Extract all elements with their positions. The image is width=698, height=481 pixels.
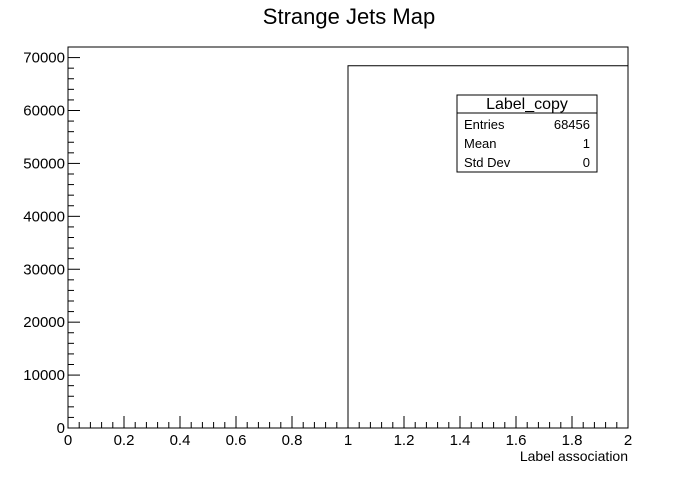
x-tick-label: 1.4 — [450, 432, 471, 449]
stats-stddev-value: 0 — [583, 155, 590, 170]
stats-box-title: Label_copy — [486, 96, 568, 113]
x-tick-label: 0 — [64, 432, 72, 449]
histogram-bars — [68, 65, 629, 429]
stats-mean-label: Mean — [464, 136, 497, 151]
y-tick-label: 20000 — [23, 314, 65, 331]
x-tick-label: 2 — [624, 432, 632, 449]
stats-box: Label_copy Entries 68456 Mean 1 Std Dev … — [456, 94, 598, 173]
x-tick-label: 0.2 — [114, 432, 135, 449]
y-tick-label: 50000 — [23, 155, 65, 172]
x-tick-label: 1.2 — [394, 432, 415, 449]
x-tick-label: 1 — [344, 432, 352, 449]
x-tick-label: 0.6 — [226, 432, 247, 449]
x-axis: 0 0.2 0.4 0.6 0.8 1 1.2 1.4 1.6 1.8 2 — [64, 416, 632, 449]
x-tick-label: 0.8 — [282, 432, 303, 449]
stats-entries-value: 68456 — [554, 117, 590, 132]
y-tick-label: 40000 — [23, 208, 65, 225]
x-tick-label: 1.8 — [562, 432, 583, 449]
y-tick-label: 70000 — [23, 50, 65, 67]
x-tick-label: 1.6 — [506, 432, 527, 449]
stats-entries-label: Entries — [464, 117, 505, 132]
x-tick-label: 0.4 — [170, 432, 191, 449]
y-tick-label: 0 — [57, 420, 65, 437]
histogram-outline — [68, 65, 629, 429]
x-axis-label: Label association — [520, 448, 628, 464]
chart-title: Strange Jets Map — [263, 4, 435, 29]
y-tick-label: 30000 — [23, 261, 65, 278]
y-tick-label: 60000 — [23, 103, 65, 120]
y-axis: 0 10000 20000 30000 40000 50000 60000 70000 — [23, 46, 80, 437]
stats-box-frame — [456, 94, 598, 173]
stats-mean-value: 1 — [583, 136, 590, 151]
stats-stddev-label: Std Dev — [464, 155, 511, 170]
y-tick-label: 10000 — [23, 367, 65, 384]
